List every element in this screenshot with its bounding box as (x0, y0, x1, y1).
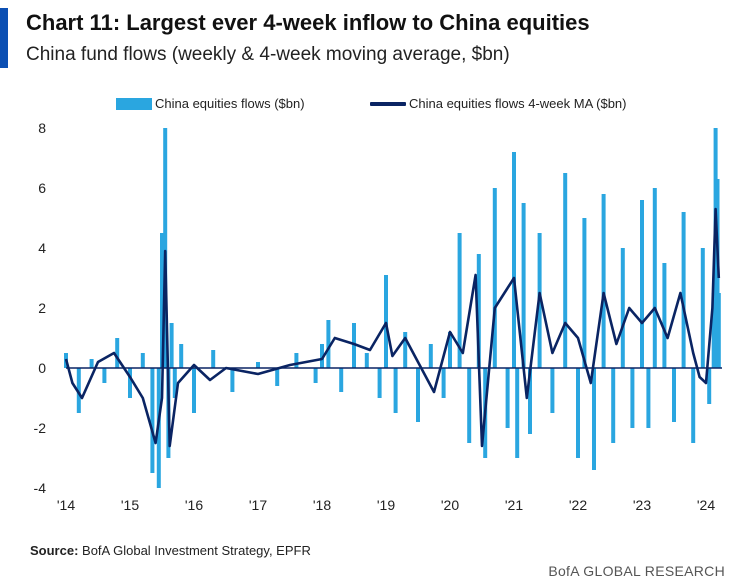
flow-bar (640, 200, 644, 368)
flow-bar (377, 368, 382, 398)
flow-bar (521, 203, 526, 368)
bar-series (64, 128, 721, 488)
flow-bar (313, 368, 318, 383)
legend-label-ma: China equities flows 4-week MA ($bn) (409, 96, 627, 111)
source-label: Source: (30, 543, 79, 558)
flow-bar (416, 368, 420, 422)
flow-bar (294, 353, 299, 368)
x-tick-label: '24 (697, 497, 715, 513)
flow-bar (652, 188, 657, 368)
y-tick-label: 4 (38, 240, 46, 256)
accent-bar (0, 8, 8, 68)
legend-label-flows: China equities flows ($bn) (155, 96, 305, 111)
flow-bar (662, 263, 667, 368)
flow-bar (512, 152, 516, 368)
x-tick-label: '19 (377, 497, 395, 513)
flow-bar (320, 344, 324, 368)
flow-bar (582, 218, 587, 368)
brand-logo-text: BofA GLOBAL RESEARCH (548, 563, 725, 579)
flow-bar (384, 275, 388, 368)
flow-bar (352, 323, 356, 368)
flow-bar (620, 248, 625, 368)
y-tick-label: -4 (34, 480, 47, 496)
x-tick-label: '18 (313, 497, 331, 513)
x-tick-label: '17 (249, 497, 267, 513)
flow-bar (150, 368, 155, 473)
flow-bar (192, 368, 196, 413)
flow-bar (601, 194, 606, 368)
flow-bar (646, 368, 651, 428)
flow-bar (275, 368, 280, 386)
flow-bar (163, 128, 168, 368)
chart-subtitle: China fund flows (weekly & 4-week moving… (26, 44, 510, 65)
flow-bar (428, 344, 433, 368)
flow-bar (691, 368, 696, 443)
flow-bar (89, 359, 94, 368)
y-tick-label: 8 (38, 120, 46, 136)
flow-bar (576, 368, 580, 458)
x-tick-label: '22 (569, 497, 587, 513)
legend-swatch-bars (116, 97, 152, 110)
flow-bar (630, 368, 635, 428)
flow-bar (76, 368, 81, 413)
flow-bar (505, 368, 510, 428)
y-tick-label: 6 (38, 180, 46, 196)
chart-legend: China equities flows ($bn) China equitie… (0, 96, 739, 116)
flow-bar (528, 368, 532, 434)
flow-bar (326, 320, 331, 368)
x-axis-ticks: '14 '15 '16 '17 '18 '19 '20 '21 '22 '23 '24 (57, 497, 715, 513)
ma-line-series (64, 207, 721, 448)
ma-line (64, 207, 721, 448)
flow-bar (230, 368, 235, 392)
source-text: BofA Global Investment Strategy, EPFR (82, 543, 311, 558)
flow-bar (457, 233, 462, 368)
flow-bar (403, 332, 408, 368)
flow-bar (172, 368, 177, 398)
legend-item-flows: China equities flows ($bn) (116, 96, 305, 111)
x-tick-label: '14 (57, 497, 75, 513)
flow-bar (393, 368, 398, 413)
x-tick-label: '15 (121, 497, 139, 513)
flow-bar (364, 353, 369, 368)
source-note: Source: BofA Global Investment Strategy,… (30, 543, 311, 558)
flow-bar (179, 344, 184, 368)
flow-bar (716, 293, 721, 368)
y-tick-label: 2 (38, 300, 46, 316)
flow-bar (515, 368, 520, 458)
flow-bar (441, 368, 446, 398)
y-axis-ticks: 8 6 4 2 0 -2 -4 (34, 120, 47, 496)
flow-bar (211, 350, 216, 368)
flow-bar (448, 332, 452, 368)
flow-bar (102, 368, 107, 383)
flow-bar (550, 368, 555, 413)
flow-bar (467, 368, 472, 443)
flow-bar (611, 368, 616, 443)
flow-bar (128, 368, 132, 398)
legend-swatch-line (370, 101, 406, 106)
flow-bar (256, 362, 260, 368)
flow-bar (115, 338, 120, 368)
flow-bar (700, 248, 705, 368)
y-tick-label: 0 (38, 360, 46, 376)
flow-bar (476, 254, 481, 368)
flow-bar (592, 368, 596, 470)
flow-bar (160, 233, 164, 368)
flow-bar (339, 368, 344, 392)
flow-bar (707, 368, 712, 404)
x-tick-label: '16 (185, 497, 203, 513)
chart-title: Chart 11: Largest ever 4-week inflow to … (26, 10, 590, 35)
x-tick-label: '23 (633, 497, 651, 513)
flow-bar (672, 368, 676, 422)
flow-bar (140, 353, 145, 368)
flow-bar (169, 323, 174, 368)
y-tick-label: -2 (34, 420, 47, 436)
x-tick-label: '21 (505, 497, 523, 513)
legend-item-ma: China equities flows 4-week MA ($bn) (370, 96, 627, 111)
flow-bar (681, 212, 686, 368)
flow-bar (492, 188, 497, 368)
x-tick-label: '20 (441, 497, 459, 513)
flow-bar (563, 173, 568, 368)
chart-area: 8 6 4 2 0 -2 -4 '14 '15 '16 '17 '18 '19 '20 '21 '22 '23… (34, 120, 722, 513)
